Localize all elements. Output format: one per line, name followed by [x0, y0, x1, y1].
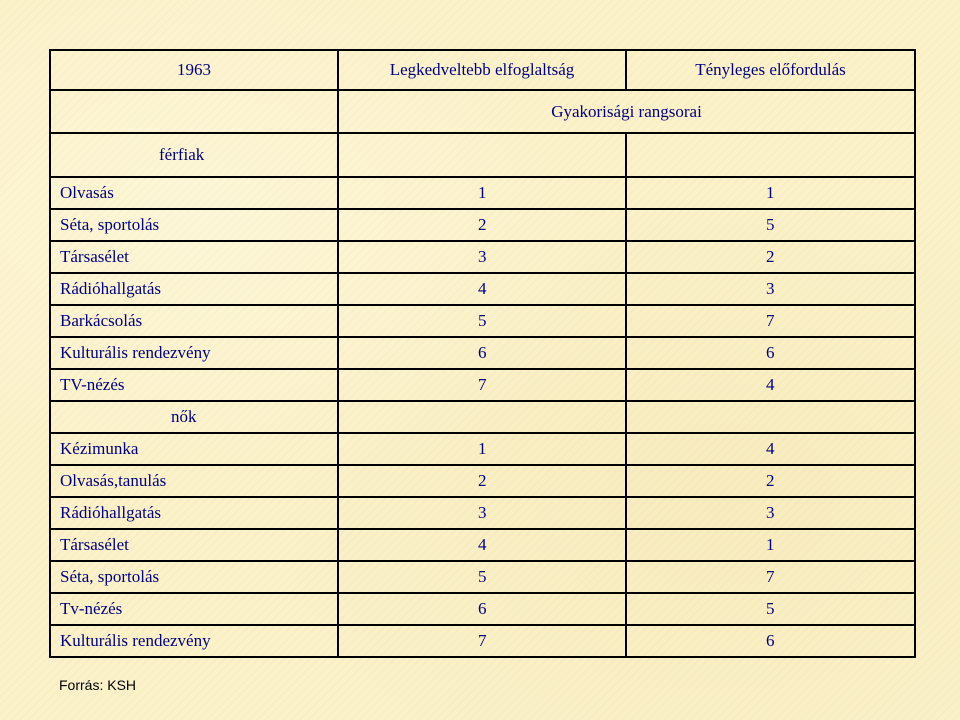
- table-row: Társasélet 4 1: [49, 528, 916, 562]
- table-row: Barkácsolás 5 7: [49, 304, 916, 338]
- occurrence-rank: 4: [625, 432, 916, 466]
- occurrence-rank: 1: [625, 528, 916, 562]
- occurrence-rank: 7: [625, 304, 916, 338]
- occurrence-rank: 5: [625, 592, 916, 626]
- occurrence-rank: 2: [625, 464, 916, 498]
- preference-rank: 4: [337, 272, 627, 306]
- table-row: Társasélet 3 2: [49, 240, 916, 274]
- occurrence-rank: 4: [625, 368, 916, 402]
- activity-name: Rádióhallgatás: [49, 272, 339, 306]
- activity-name: Séta, sportolás: [49, 560, 339, 594]
- activity-name: Társasélet: [49, 528, 339, 562]
- preference-rank: 5: [337, 560, 627, 594]
- activity-name: Séta, sportolás: [49, 208, 339, 242]
- preference-rank: 5: [337, 304, 627, 338]
- group-label-cell: nők: [49, 400, 339, 434]
- preference-rank: 6: [337, 336, 627, 370]
- occurrence-rank: 1: [625, 176, 916, 210]
- occurrence-rank: 3: [625, 272, 916, 306]
- occurrence-rank: 5: [625, 208, 916, 242]
- table-row: Olvasás,tanulás 2 2: [49, 464, 916, 498]
- activity-name: Olvasás,tanulás: [49, 464, 339, 498]
- source-note: Forrás: KSH: [59, 677, 137, 693]
- preference-rank: 3: [337, 240, 627, 274]
- group-empty-cell: [337, 132, 627, 178]
- group-label-cell: férfiak: [49, 132, 339, 178]
- frequency-rank-subheader: Gyakorisági rangsorai: [337, 89, 916, 134]
- activity-name: Kulturális rendezvény: [49, 336, 339, 370]
- table-row: Tv-nézés 6 5: [49, 592, 916, 626]
- activity-name: Barkácsolás: [49, 304, 339, 338]
- preference-rank: 1: [337, 432, 627, 466]
- leisure-ranking-table: 1963 Legkedveltebb elfoglaltság Ténylege…: [49, 49, 916, 658]
- table-body: 1963 Legkedveltebb elfoglaltság Ténylege…: [49, 49, 916, 658]
- preference-rank: 1: [337, 176, 627, 210]
- activity-name: Olvasás: [49, 176, 339, 210]
- table-row: Rádióhallgatás 3 3: [49, 496, 916, 530]
- group-row-women: nők: [49, 400, 916, 434]
- activity-name: Rádióhallgatás: [49, 496, 339, 530]
- table-row: Séta, sportolás 2 5: [49, 208, 916, 242]
- header-row: 1963 Legkedveltebb elfoglaltság Ténylege…: [49, 49, 916, 91]
- year-header: 1963: [49, 49, 339, 91]
- subheader-empty-cell: [49, 89, 339, 134]
- occurrence-header: Tényleges előfordulás: [625, 49, 916, 91]
- activity-name: Társasélet: [49, 240, 339, 274]
- occurrence-rank: 2: [625, 240, 916, 274]
- occurrence-rank: 7: [625, 560, 916, 594]
- subheader-row: Gyakorisági rangsorai: [49, 89, 916, 134]
- preference-header: Legkedveltebb elfoglaltság: [337, 49, 627, 91]
- activity-name: Kulturális rendezvény: [49, 624, 339, 658]
- group-empty-cell: [337, 400, 627, 434]
- table-row: Séta, sportolás 5 7: [49, 560, 916, 594]
- group-label-men: férfiak: [159, 145, 205, 164]
- group-row-men: férfiak: [49, 132, 916, 178]
- occurrence-rank: 3: [625, 496, 916, 530]
- group-empty-cell: [625, 400, 916, 434]
- preference-rank: 4: [337, 528, 627, 562]
- preference-rank: 2: [337, 208, 627, 242]
- activity-name: Kézimunka: [49, 432, 339, 466]
- activity-name: TV-nézés: [49, 368, 339, 402]
- group-empty-cell: [625, 132, 916, 178]
- preference-rank: 7: [337, 624, 627, 658]
- table-row: Olvasás 1 1: [49, 176, 916, 210]
- table-row: TV-nézés 7 4: [49, 368, 916, 402]
- group-label-women: nők: [171, 407, 197, 426]
- preference-rank: 3: [337, 496, 627, 530]
- occurrence-rank: 6: [625, 336, 916, 370]
- occurrence-rank: 6: [625, 624, 916, 658]
- table-row: Rádióhallgatás 4 3: [49, 272, 916, 306]
- table-row: Kézimunka 1 4: [49, 432, 916, 466]
- table-row: Kulturális rendezvény 7 6: [49, 624, 916, 658]
- table-row: Kulturális rendezvény 6 6: [49, 336, 916, 370]
- preference-rank: 6: [337, 592, 627, 626]
- preference-rank: 2: [337, 464, 627, 498]
- preference-rank: 7: [337, 368, 627, 402]
- activity-name: Tv-nézés: [49, 592, 339, 626]
